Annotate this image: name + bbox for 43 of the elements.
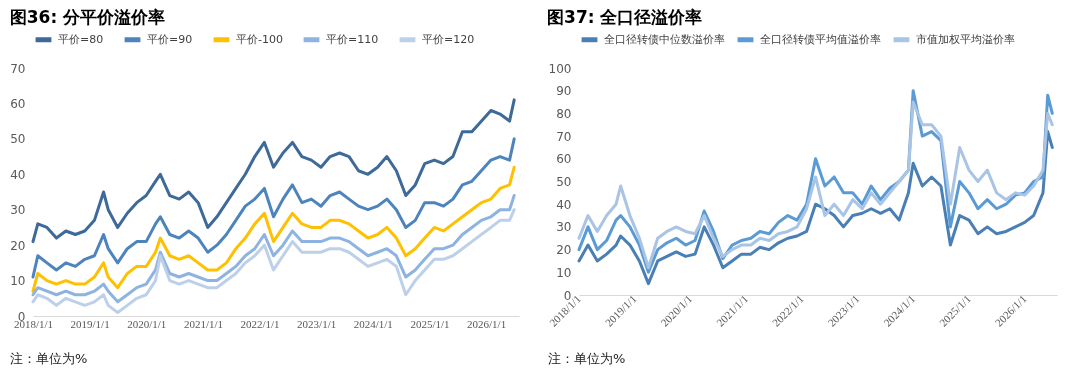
y-tick-label: 40 bbox=[556, 197, 572, 212]
y-tick-label: 90 bbox=[556, 84, 572, 99]
legend-label: 全口径转债中位数溢价率 bbox=[604, 32, 725, 46]
y-tick-label: 50 bbox=[556, 175, 572, 189]
y-tick-label: 30 bbox=[10, 203, 26, 218]
legend-label: 全口径转债平均值溢价率 bbox=[760, 32, 881, 46]
legend-label: 平价=80 bbox=[58, 32, 104, 46]
y-tick-label: 20 bbox=[10, 238, 26, 253]
legend-label: 平价-100 bbox=[236, 32, 283, 46]
line-series bbox=[577, 130, 1054, 286]
y-tick-label: 50 bbox=[10, 132, 26, 147]
y-tick-label: 70 bbox=[10, 61, 26, 76]
y-tick-label: 40 bbox=[10, 167, 26, 182]
line-series bbox=[31, 165, 516, 293]
y-tick-label: 60 bbox=[556, 152, 572, 167]
text: 注：单位为% bbox=[548, 350, 627, 368]
line-series bbox=[31, 194, 516, 304]
x-tick-label: 2019/1/1 bbox=[70, 317, 110, 330]
line-series bbox=[31, 137, 516, 279]
x-tick-label: 2022/1/1 bbox=[240, 317, 280, 330]
text: 注：单位为% bbox=[10, 350, 89, 368]
legend-label: 平价=110 bbox=[326, 32, 379, 46]
y-tick-label: 30 bbox=[556, 220, 572, 235]
y-tick-label: 60 bbox=[10, 96, 26, 111]
x-tick-label: 2025/1/1 bbox=[410, 317, 450, 330]
legend-label: 平价=90 bbox=[147, 32, 193, 46]
y-tick-label: 20 bbox=[556, 243, 572, 258]
legend-label: 市值加权平均溢价率 bbox=[916, 32, 1015, 46]
y-tick-label: 10 bbox=[10, 274, 26, 289]
x-tick-label: 2026/1/1 bbox=[467, 317, 507, 330]
chart-title: 图36: 分平价溢价率 bbox=[9, 7, 166, 27]
x-tick-label: 2023/1/1 bbox=[297, 317, 337, 330]
y-tick-label: 80 bbox=[556, 106, 572, 121]
line-series bbox=[31, 208, 516, 314]
x-tick-label: 2021/1/1 bbox=[183, 317, 224, 330]
line-series bbox=[31, 98, 516, 244]
y-tick-label: 10 bbox=[556, 265, 572, 280]
x-tick-label: 2024/1/1 bbox=[353, 317, 393, 330]
chart-title: 图37: 全口径溢价率 bbox=[547, 7, 703, 27]
legend-label: 平价=120 bbox=[422, 32, 475, 46]
x-tick-label: 2020/1/1 bbox=[127, 317, 167, 330]
y-tick-label: 70 bbox=[556, 129, 572, 144]
y-tick-label: 100 bbox=[548, 61, 572, 76]
